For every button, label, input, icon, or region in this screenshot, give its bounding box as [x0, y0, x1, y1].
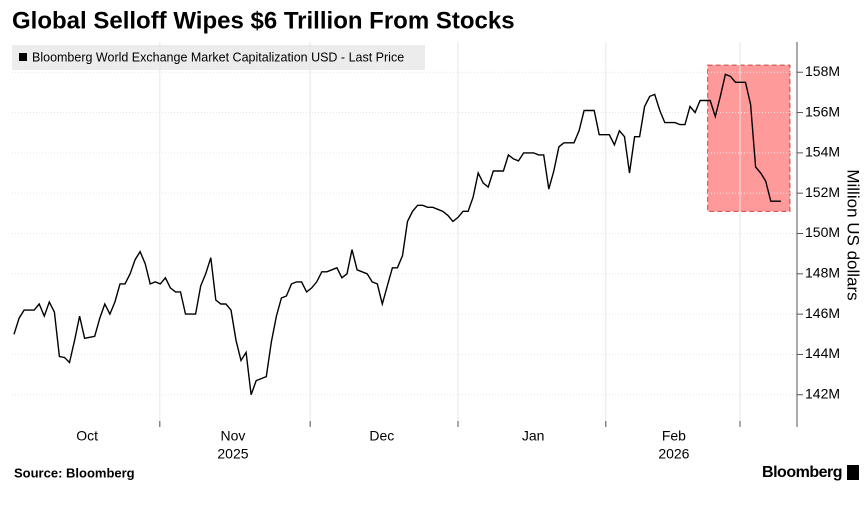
y-tick-label: 150M: [805, 224, 840, 240]
y-tick-label: 142M: [805, 385, 840, 401]
x-tick-label: Feb: [662, 428, 686, 444]
x-tick-label: Dec: [369, 428, 394, 444]
legend-label: Bloomberg World Exchange Market Capitali…: [32, 50, 404, 64]
y-tick-label: 148M: [805, 265, 840, 281]
x-year-label: 2026: [658, 446, 689, 462]
highlight-box: [707, 64, 791, 212]
legend-box: [12, 45, 425, 70]
x-tick-label: Nov: [221, 428, 246, 444]
y-tick-label: 156M: [805, 103, 840, 119]
x-year-label: 2025: [217, 446, 248, 462]
brand-icon: [847, 465, 859, 480]
brand: Bloomberg: [762, 464, 842, 481]
line-series: [13, 73, 781, 395]
y-tick-label: 154M: [805, 144, 840, 160]
x-tick-label: Jan: [522, 428, 545, 444]
legend-swatch: [19, 53, 27, 61]
x-tick-label: Oct: [76, 428, 98, 444]
y-tick-label: 152M: [805, 184, 840, 200]
source: Source: Bloomberg: [14, 465, 135, 480]
y-tick-label: 146M: [805, 305, 840, 321]
y-tick-label: 158M: [805, 63, 840, 79]
chart-title: Global Selloff Wipes $6 Trillion From St…: [12, 7, 515, 34]
y-axis-label: Million US dollars: [844, 169, 863, 300]
y-tick-label: 144M: [805, 345, 840, 361]
